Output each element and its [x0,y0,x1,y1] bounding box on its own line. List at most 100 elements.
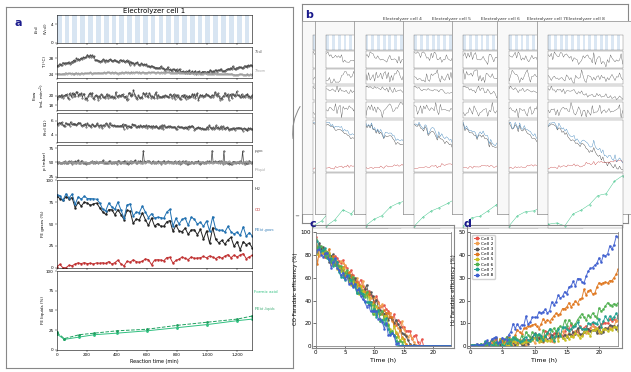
Bar [127,15,132,43]
Bar [498,35,500,49]
Text: CO: CO [254,208,261,212]
Title: Electrolyzer cell 5: Electrolyzer cell 5 [432,17,471,21]
Bar [538,35,541,49]
Bar [350,35,352,49]
Bar [252,15,257,43]
Bar [411,35,414,49]
Title: Electrolyzer cell 8: Electrolyzer cell 8 [566,17,605,21]
Bar [394,35,397,49]
Bar [415,35,417,49]
Bar [515,35,518,49]
Legend: Cell 1, Cell 2, Cell 3, Cell 4, Cell 5, Cell 6, Cell 7, Cell 8: Cell 1, Cell 2, Cell 3, Cell 4, Cell 5, … [473,235,495,279]
Bar [611,35,614,49]
Bar [96,15,101,43]
Bar [565,35,569,49]
X-axis label: Reaction time (min): Reaction time (min) [130,359,179,364]
Bar [481,35,483,49]
Bar [382,35,385,49]
Bar [549,35,552,49]
Bar [472,35,475,49]
Bar [420,35,423,49]
Bar [434,35,437,49]
Text: $p_{gas}$: $p_{gas}$ [254,148,264,156]
Bar [343,35,346,49]
Text: FE$_{tot,liquids}$: FE$_{tot,liquids}$ [254,305,276,314]
Bar [437,35,440,49]
Bar [426,35,429,49]
Bar [582,35,586,49]
Bar [384,35,386,49]
Bar [389,35,392,49]
Bar [338,35,341,49]
Bar [401,35,404,49]
Bar [143,15,148,43]
Bar [432,35,435,49]
Bar [365,35,369,49]
Bar [466,35,469,49]
Y-axis label: H₂ Faradaic efficiency (%): H₂ Faradaic efficiency (%) [451,254,456,325]
Bar [198,15,203,43]
Bar [532,35,535,49]
Bar [371,35,374,49]
Bar [389,35,391,49]
Bar [387,35,391,49]
Text: Formic acid: Formic acid [254,290,278,294]
Bar [577,35,580,49]
Y-axis label: FE liquids (%): FE liquids (%) [40,296,45,324]
Text: a: a [15,18,23,28]
Bar [342,35,345,49]
Bar [190,15,194,43]
Title: Electrolyzer cell 4: Electrolyzer cell 4 [383,17,422,21]
Bar [492,35,495,49]
Bar [326,35,329,49]
Bar [509,35,512,49]
Bar [571,35,574,49]
Bar [112,15,116,43]
Bar [543,35,546,49]
Bar [325,35,327,49]
Bar [174,15,179,43]
Bar [370,35,374,49]
Text: FE$_{tot,gases}$: FE$_{tot,gases}$ [254,226,275,235]
Y-axis label: Flow
(mL min$^{-1}$): Flow (mL min$^{-1}$) [33,83,47,108]
X-axis label: Time (h): Time (h) [370,358,396,363]
Bar [57,15,62,43]
Bar [314,35,316,49]
Bar [509,35,512,49]
Bar [599,35,603,49]
Bar [526,35,529,49]
Y-axis label: CO Faradaic efficiency (%): CO Faradaic efficiency (%) [293,253,298,326]
Title: Electrolyzer cell 6: Electrolyzer cell 6 [481,17,520,21]
Bar [560,35,563,49]
Bar [359,35,362,49]
Bar [406,35,408,49]
Bar [237,15,242,43]
Y-axis label: p (mbar): p (mbar) [43,152,47,170]
Bar [245,15,249,43]
Bar [532,35,535,49]
Bar [336,35,339,49]
Bar [353,35,357,49]
Bar [526,35,529,49]
Bar [319,35,322,49]
Bar [521,35,523,49]
Bar [588,35,591,49]
Y-axis label: T (°C): T (°C) [43,56,47,68]
Bar [617,35,620,49]
Bar [365,35,368,49]
Bar [80,15,85,43]
Y-axis label: $E_{cell}$
(V$_{cell}$): $E_{cell}$ (V$_{cell}$) [33,23,50,35]
Bar [460,35,463,49]
Bar [355,35,358,49]
Bar [400,35,403,49]
Bar [454,35,457,49]
Bar [463,35,466,49]
Text: d: d [464,219,471,229]
Bar [372,35,375,49]
Bar [443,35,446,49]
Bar [182,15,187,43]
Y-axis label: FE gases (%): FE gases (%) [40,211,45,237]
Bar [417,35,420,49]
Bar [555,35,558,49]
Bar [487,35,489,49]
